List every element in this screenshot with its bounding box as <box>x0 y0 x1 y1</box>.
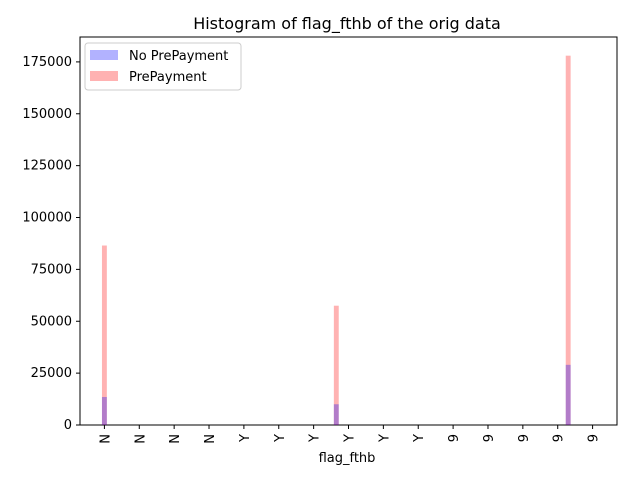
bar-prepayment-2 <box>565 55 571 425</box>
legend-swatch-prepayment <box>90 71 118 81</box>
y-tick-label: 0 <box>64 418 72 433</box>
bars-layer <box>101 55 571 425</box>
y-tick-label: 75000 <box>31 262 72 277</box>
bar-no-prepayment-1 <box>333 404 339 425</box>
legend-box <box>84 42 242 91</box>
chart-title: Histogram of flag_fthb of the orig data <box>193 14 501 34</box>
bar-prepayment-1 <box>333 305 339 425</box>
bar-prepayment-0 <box>101 245 107 425</box>
x-tick-label: N <box>98 434 113 444</box>
x-tick-label: Y <box>412 434 427 443</box>
x-tick-label: 9 <box>587 434 602 442</box>
y-tick-label: 125000 <box>22 159 72 174</box>
x-tick-label: 9 <box>447 434 462 442</box>
x-tick-label: Y <box>273 434 288 443</box>
x-tick-label: 9 <box>552 434 567 442</box>
y-tick-label: 50000 <box>31 314 72 329</box>
x-tick-label: 9 <box>517 434 532 442</box>
legend: No PrePayment PrePayment <box>84 42 242 91</box>
y-tick-label: 150000 <box>22 107 72 122</box>
bar-no-prepayment-2 <box>565 364 571 425</box>
x-axis: N N N N Y Y Y Y Y Y 9 9 9 9 9 <box>98 425 602 444</box>
x-tick-label: 9 <box>482 434 497 442</box>
y-axis: 0 25000 50000 75000 100000 125000 150000 175000 <box>22 55 80 433</box>
x-tick-label: Y <box>308 434 323 443</box>
x-tick-label: Y <box>343 434 358 443</box>
legend-label-prepayment: PrePayment <box>129 70 207 85</box>
x-axis-label: flag_fthb <box>319 451 376 466</box>
legend-label-no-prepayment: No PrePayment <box>129 49 228 64</box>
x-tick-label: N <box>168 434 183 444</box>
y-tick-label: 25000 <box>31 366 72 381</box>
bar-no-prepayment-0 <box>101 396 107 425</box>
x-tick-label: N <box>203 434 218 444</box>
plot-frame <box>79 36 618 426</box>
y-tick-label: 175000 <box>22 55 72 70</box>
x-tick-label: Y <box>238 434 253 443</box>
y-tick-label: 100000 <box>22 211 72 226</box>
legend-swatch-no-prepayment <box>90 50 118 60</box>
x-tick-label: N <box>133 434 148 444</box>
x-tick-label: Y <box>377 434 392 443</box>
plot-area <box>79 36 618 426</box>
